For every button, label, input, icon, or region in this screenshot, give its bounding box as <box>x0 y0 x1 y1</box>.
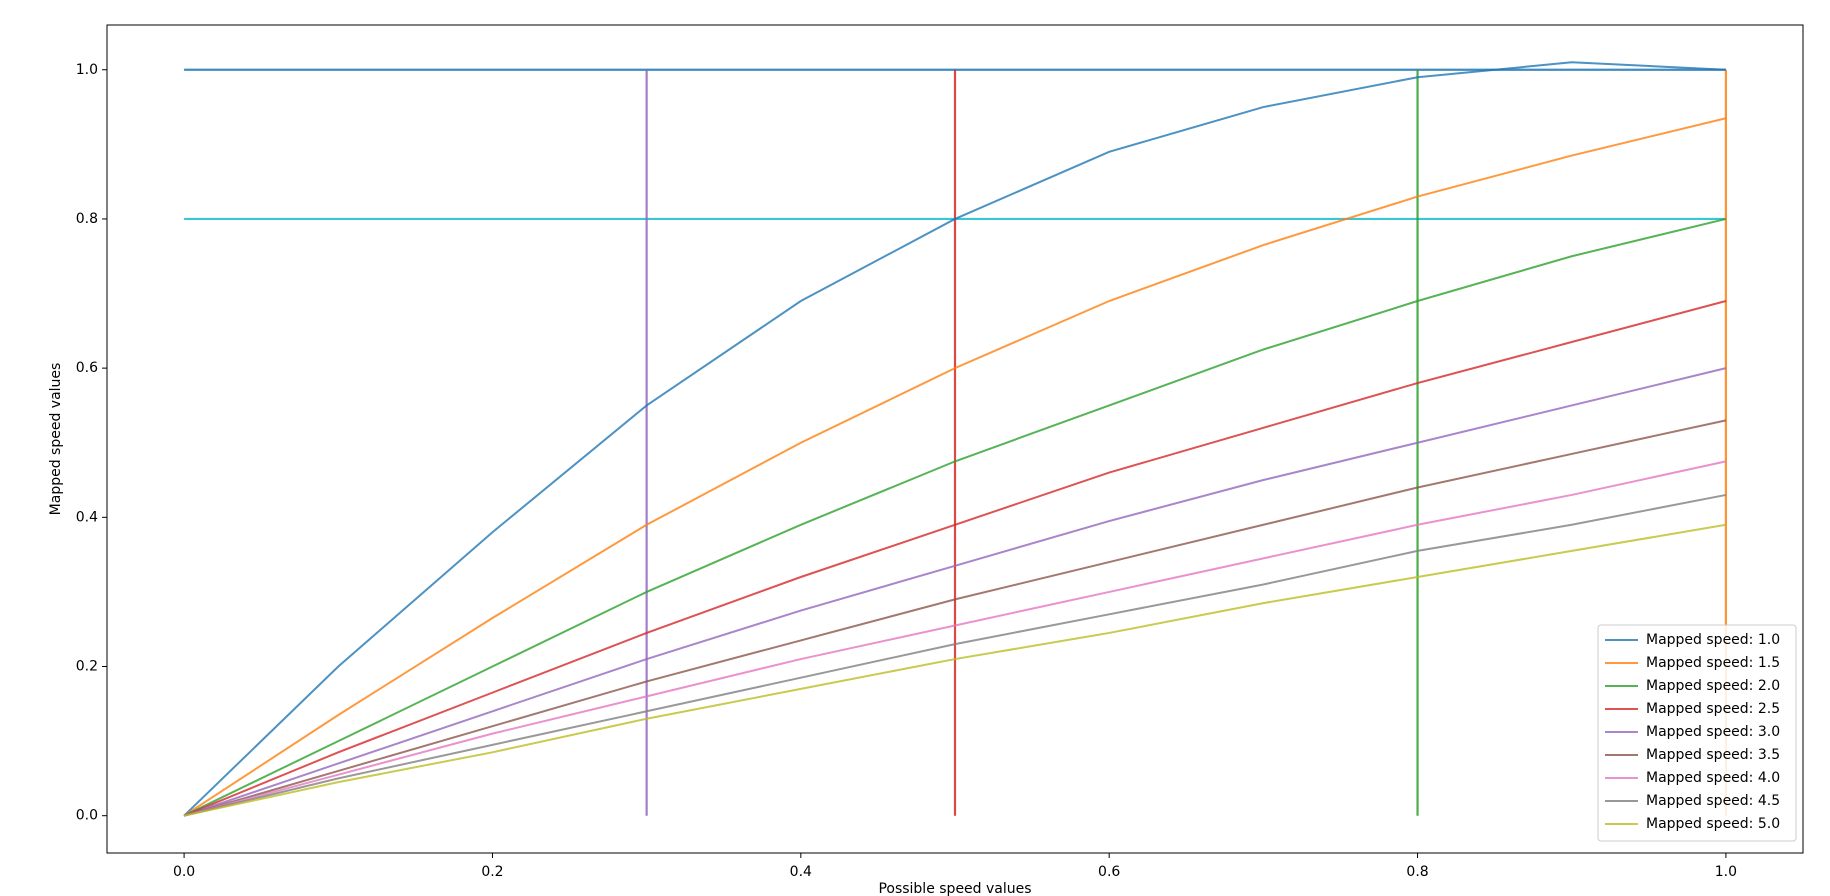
y-axis-label: Mapped speed values <box>48 363 64 516</box>
legend-label: Mapped speed: 2.0 <box>1646 678 1780 694</box>
legend-box <box>1597 624 1797 842</box>
series-line <box>183 460 1727 817</box>
legend-label: Mapped speed: 1.0 <box>1646 632 1780 648</box>
legend-label: Mapped speed: 2.5 <box>1646 701 1780 717</box>
series-line <box>183 117 1727 817</box>
legend-label: Mapped speed: 4.0 <box>1646 770 1780 786</box>
x-tick-label: 0.4 <box>790 864 812 880</box>
series-line <box>183 61 1726 817</box>
x-tick-label: 1.0 <box>1715 864 1737 880</box>
series-line <box>183 419 1727 817</box>
legend-label: Mapped speed: 1.5 <box>1646 655 1780 671</box>
series-line <box>183 300 1727 817</box>
axes-frame <box>106 24 1804 854</box>
y-tick-label: 0.6 <box>76 360 98 376</box>
y-tick-label: 0.2 <box>76 659 98 675</box>
y-tick-label: 0.0 <box>76 808 98 824</box>
x-tick-label: 0.8 <box>1406 864 1428 880</box>
series-line <box>183 367 1727 817</box>
series-line <box>183 493 1727 817</box>
legend-label: Mapped speed: 5.0 <box>1646 816 1780 832</box>
series-line <box>183 217 1727 817</box>
legend-label: Mapped speed: 3.5 <box>1646 747 1780 763</box>
x-tick-label: 0.0 <box>173 864 195 880</box>
x-tick-label: 0.2 <box>481 864 503 880</box>
y-tick-label: 0.4 <box>76 509 98 525</box>
x-axis-label: Possible speed values <box>878 881 1031 896</box>
series-line <box>183 523 1727 817</box>
y-tick-label: 0.8 <box>76 211 98 227</box>
y-tick-label: 1.0 <box>76 62 98 78</box>
legend-label: Mapped speed: 4.5 <box>1646 793 1780 809</box>
x-tick-label: 0.6 <box>1098 864 1120 880</box>
legend-label: Mapped speed: 3.0 <box>1646 724 1780 740</box>
